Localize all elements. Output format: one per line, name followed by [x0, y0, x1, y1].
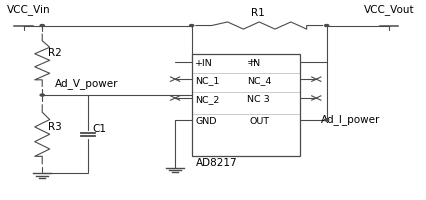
Text: VCC_Vin: VCC_Vin	[7, 4, 51, 15]
Circle shape	[190, 25, 194, 27]
Text: Ad_V_power: Ad_V_power	[55, 78, 118, 89]
Circle shape	[40, 25, 44, 27]
Circle shape	[40, 94, 44, 96]
Text: R1: R1	[251, 8, 265, 18]
Text: NC_1: NC_1	[195, 76, 219, 85]
Text: -IN: -IN	[248, 59, 261, 68]
Text: GND: GND	[195, 117, 216, 126]
Text: NC 3: NC 3	[247, 95, 270, 104]
Text: R2: R2	[49, 48, 62, 58]
Text: NC_4: NC_4	[247, 76, 271, 85]
Text: +IN: +IN	[195, 59, 213, 68]
Circle shape	[325, 119, 329, 121]
Text: VCC_Vout: VCC_Vout	[364, 4, 414, 15]
Bar	[192, 54, 299, 156]
Circle shape	[325, 25, 329, 27]
Text: AD8217: AD8217	[196, 158, 237, 168]
Text: R3: R3	[49, 122, 62, 132]
Text: C1: C1	[92, 124, 106, 134]
Text: NC_2: NC_2	[195, 95, 219, 104]
Text: OUT: OUT	[249, 117, 269, 126]
Text: Ad_I_power: Ad_I_power	[320, 114, 380, 125]
